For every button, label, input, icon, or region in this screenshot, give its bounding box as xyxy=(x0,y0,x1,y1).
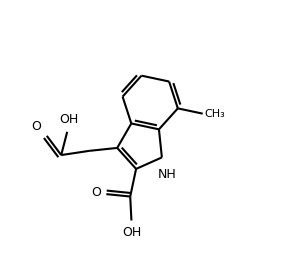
Text: CH₃: CH₃ xyxy=(205,109,225,119)
Text: OH: OH xyxy=(122,226,141,239)
Text: O: O xyxy=(91,186,101,199)
Text: OH: OH xyxy=(59,114,78,126)
Text: NH: NH xyxy=(157,168,176,181)
Text: O: O xyxy=(32,120,41,133)
